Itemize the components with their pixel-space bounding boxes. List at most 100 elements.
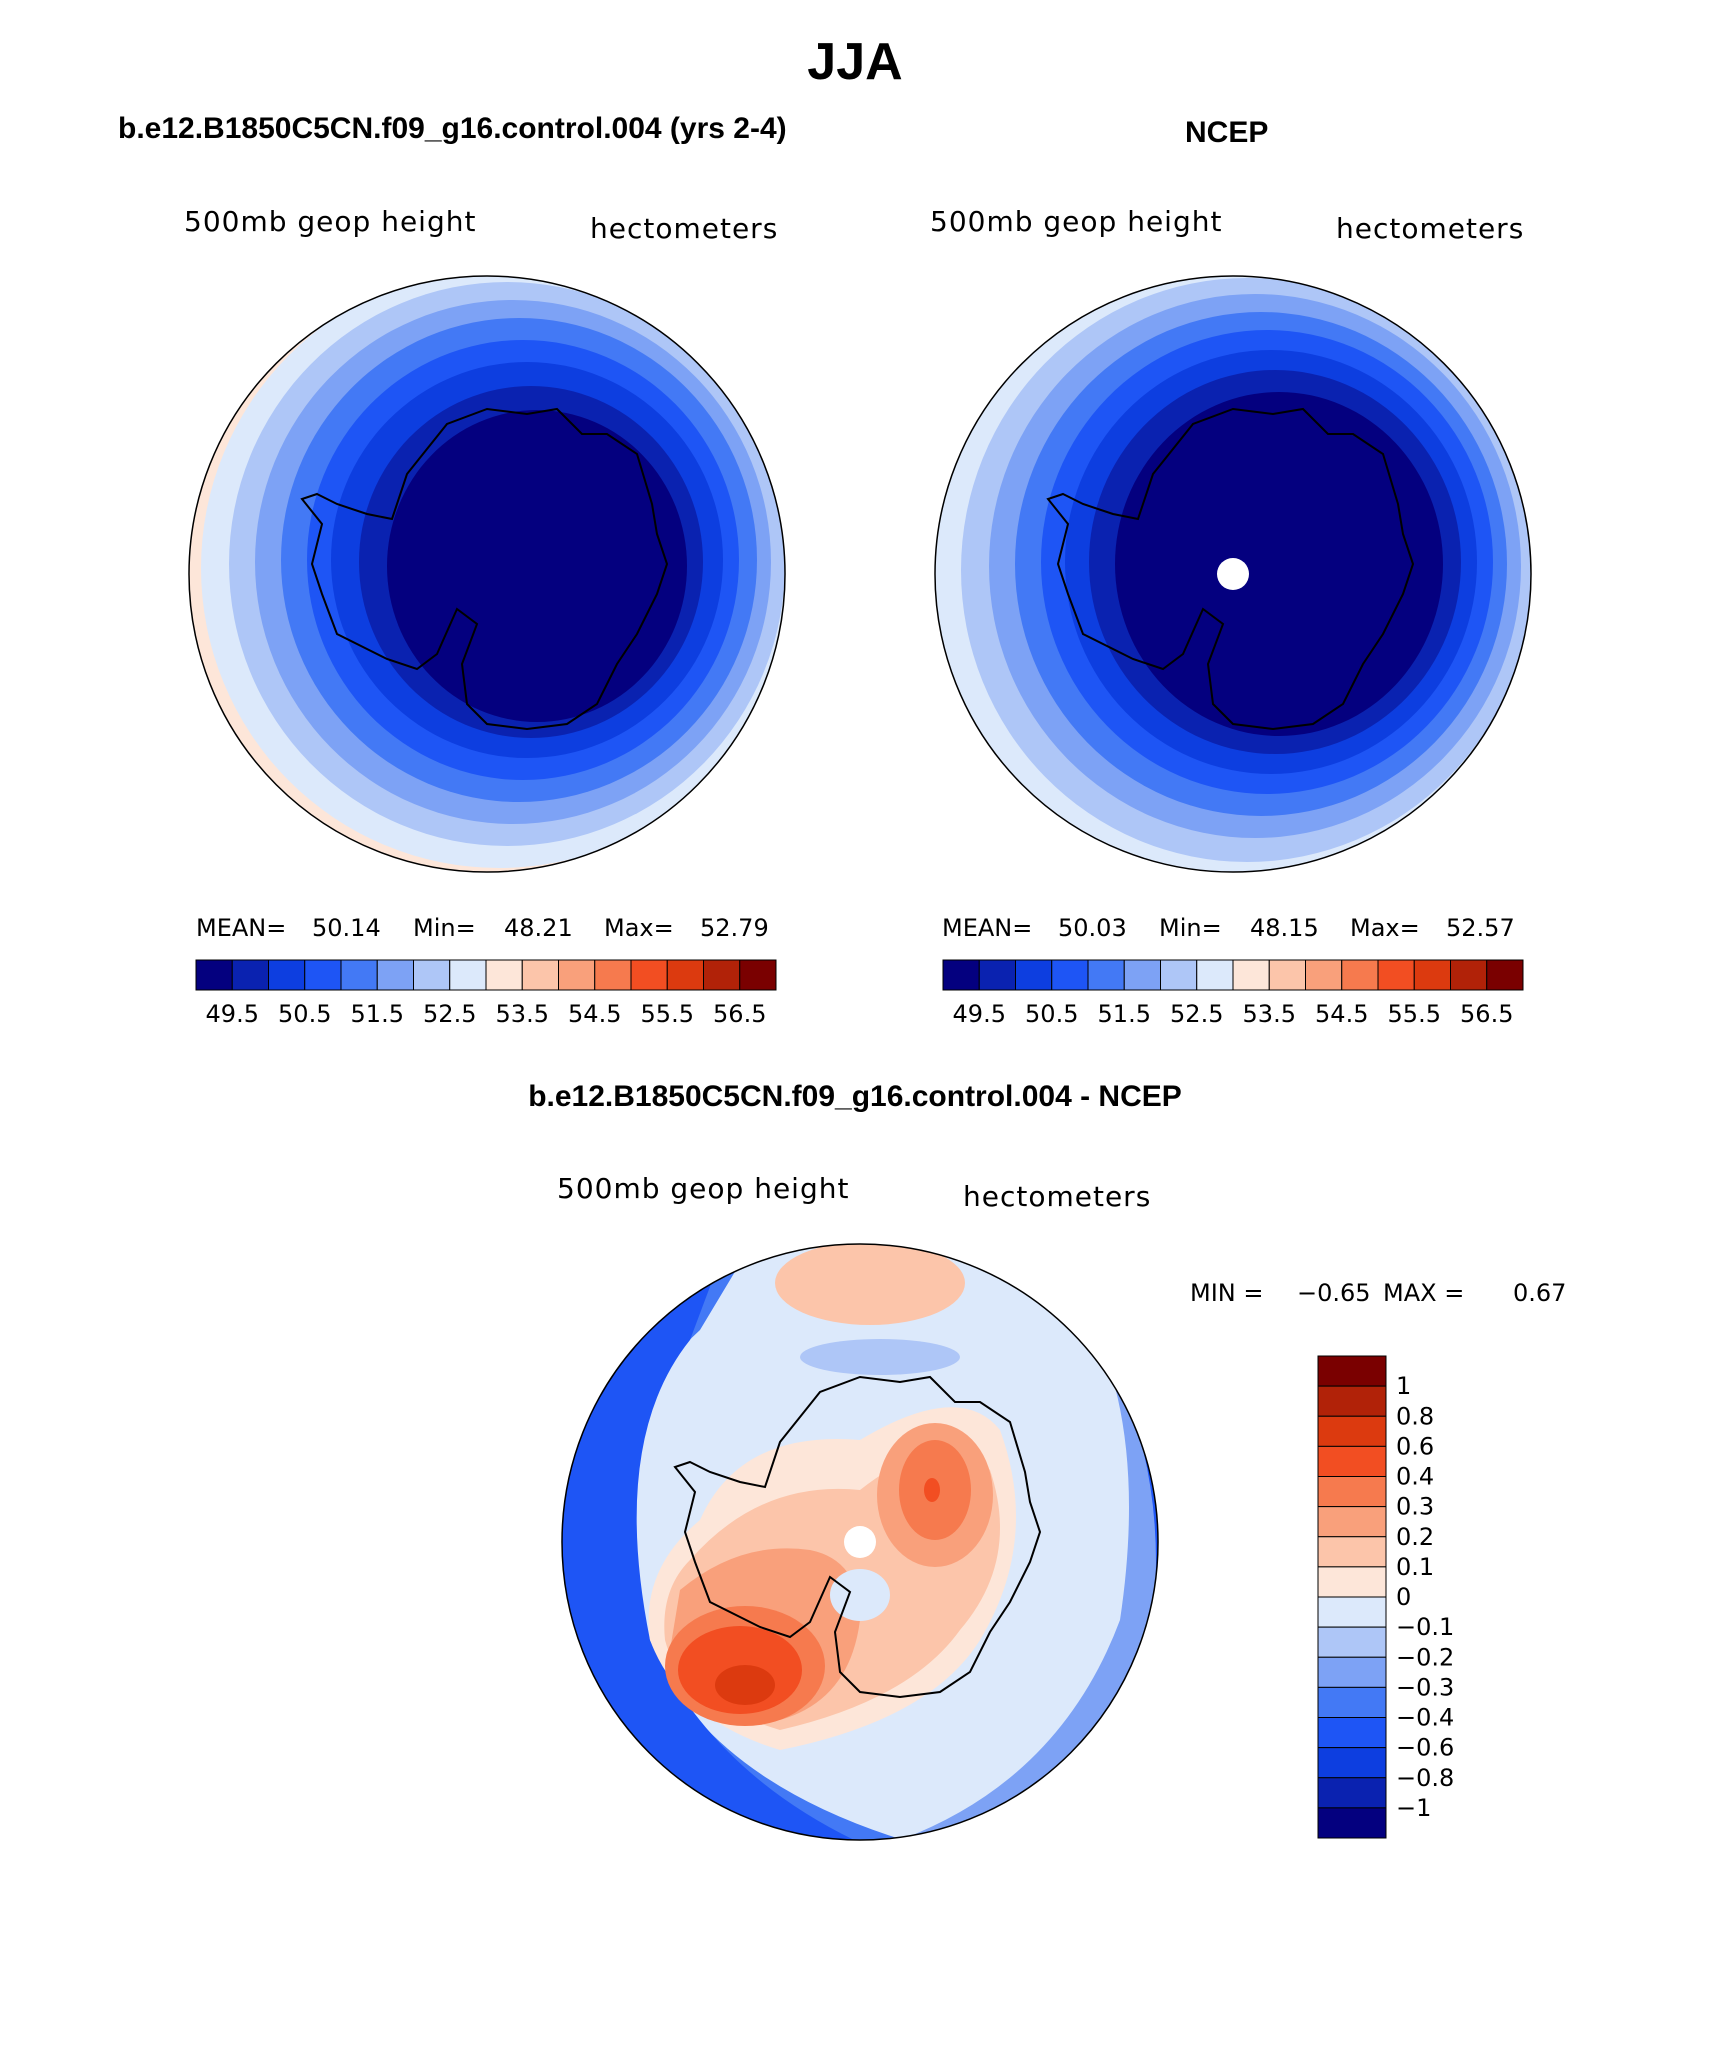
figure-title: JJA xyxy=(807,33,903,91)
panel3-title: b.e12.B1850C5CN.f09_g16.control.004 - NC… xyxy=(528,1080,1182,1113)
colorbar-swatch xyxy=(942,959,980,991)
colorbar-tick-label: 51.5 xyxy=(351,1000,404,1028)
panel2-map xyxy=(935,276,1531,872)
panel3-coastline xyxy=(673,1375,1042,1699)
contour-band xyxy=(715,1665,775,1705)
contour-band xyxy=(800,1339,960,1375)
colorbar-tick-label: 49.5 xyxy=(206,1000,259,1028)
colorbar-tick-label: 0.8 xyxy=(1396,1402,1434,1430)
colorbar-swatch xyxy=(1317,1626,1387,1658)
colorbar-swatch xyxy=(340,959,378,991)
panel2-colorbar: 49.5 50.5 51.5 52.5 53.5 54.5 55.5 56.5 xyxy=(942,959,1524,1028)
colorbar-swatch xyxy=(1317,1596,1387,1628)
colorbar-swatch xyxy=(1317,1385,1387,1417)
colorbar-tick-label: 54.5 xyxy=(1315,1000,1368,1028)
colorbar-swatch xyxy=(1317,1476,1387,1508)
colorbar-swatch xyxy=(558,959,596,991)
colorbar-swatch xyxy=(231,959,269,991)
map-border xyxy=(561,1243,1159,1841)
contour-band xyxy=(1115,392,1443,736)
colorbar-swatch xyxy=(1123,959,1161,991)
panel1-max-label: Max= xyxy=(604,914,674,942)
colorbar-tick-label: 55.5 xyxy=(1388,1000,1441,1028)
contour-band xyxy=(562,1260,900,1840)
panel3-colorbar: 10.80.6 0.40.30.20.10−0.1−0.2−0.3 −0.4−0.6… xyxy=(1317,1355,1454,1839)
colorbar-swatch xyxy=(739,959,777,991)
colorbar-tick-label: 56.5 xyxy=(1460,1000,1513,1028)
colorbar-tick-label: 0.1 xyxy=(1396,1553,1434,1581)
panel1-colorbar: 49.5 50.5 51.5 52.5 53.5 54.5 55.5 56.5 xyxy=(195,959,777,1028)
contour-band xyxy=(775,1244,965,1325)
colorbar-tick-label: −0.6 xyxy=(1396,1734,1454,1762)
panel1-coastline xyxy=(300,407,669,731)
colorbar-tick-label: 1 xyxy=(1396,1372,1411,1400)
panel3-min-label: MIN = xyxy=(1190,1279,1264,1307)
colorbar-swatch xyxy=(1317,1656,1387,1688)
colorbar-swatch xyxy=(449,959,487,991)
colorbar-swatch xyxy=(1317,1807,1387,1839)
colorbar-tick-label: −0.4 xyxy=(1396,1704,1454,1732)
panel1-map xyxy=(189,276,785,872)
panel1-mean-label: MEAN= xyxy=(196,914,287,942)
colorbar-tick-label: 0.2 xyxy=(1396,1523,1434,1551)
panel1-max-value: 52.79 xyxy=(700,914,769,942)
panel3-max-value: 0.67 xyxy=(1513,1279,1567,1307)
colorbar-swatch xyxy=(1317,1717,1387,1749)
colorbar-swatch xyxy=(1305,959,1343,991)
colorbar-tick-label: 53.5 xyxy=(1243,1000,1296,1028)
colorbar-swatch xyxy=(1160,959,1198,991)
colorbar-tick-label: −0.1 xyxy=(1396,1613,1454,1641)
colorbar-swatch xyxy=(1268,959,1306,991)
panel2-coastline xyxy=(1046,407,1415,731)
colorbar-swatch xyxy=(268,959,306,991)
colorbar-swatch xyxy=(1196,959,1234,991)
colorbar-swatch xyxy=(1232,959,1270,991)
colorbar-tick-label: 56.5 xyxy=(713,1000,766,1028)
colorbar-swatch xyxy=(1015,959,1053,991)
colorbar-swatch xyxy=(1317,1566,1387,1598)
colorbar-swatch xyxy=(1341,959,1379,991)
panel3-min-value: −0.65 xyxy=(1297,1279,1371,1307)
colorbar-swatch xyxy=(1317,1506,1387,1538)
colorbar-swatch xyxy=(485,959,523,991)
colorbar-tick-label: 54.5 xyxy=(568,1000,621,1028)
contour-band xyxy=(830,1569,890,1621)
colorbar-tick-label: 50.5 xyxy=(1025,1000,1078,1028)
colorbar-swatch xyxy=(703,959,741,991)
panel1-min-value: 48.21 xyxy=(504,914,573,942)
colorbar-swatch xyxy=(1317,1415,1387,1447)
colorbar-swatch xyxy=(630,959,668,991)
colorbar-swatch xyxy=(1486,959,1524,991)
colorbar-swatch xyxy=(1317,1777,1387,1809)
panel2-title: NCEP xyxy=(1185,116,1269,149)
colorbar-swatch xyxy=(1087,959,1125,991)
colorbar-swatch xyxy=(195,959,233,991)
panel2-min-label: Min= xyxy=(1159,914,1222,942)
pole-missing-dot xyxy=(1217,558,1249,590)
panel2-units-label: hectometers xyxy=(1336,212,1525,245)
panel1-title: b.e12.B1850C5CN.f09_g16.control.004 (yrs… xyxy=(118,112,787,145)
panel2-mean-value: 50.03 xyxy=(1058,914,1127,942)
panel1-mean-value: 50.14 xyxy=(312,914,381,942)
contour-band xyxy=(924,1478,940,1502)
panel3-max-label: MAX = xyxy=(1383,1279,1465,1307)
panel3-variable-label: 500mb geop height xyxy=(557,1172,850,1205)
colorbar-swatch xyxy=(1317,1536,1387,1568)
panel2-max-value: 52.57 xyxy=(1446,914,1515,942)
colorbar-tick-label: −0.3 xyxy=(1396,1673,1454,1701)
pole-missing-dot xyxy=(844,1526,876,1558)
map-border xyxy=(188,275,786,873)
colorbar-swatch xyxy=(1317,1747,1387,1779)
colorbar-tick-label: 0.3 xyxy=(1396,1493,1434,1521)
colorbar-swatch xyxy=(978,959,1016,991)
panel2-min-value: 48.15 xyxy=(1250,914,1319,942)
panel1-units-label: hectometers xyxy=(590,212,779,245)
colorbar-swatch xyxy=(666,959,704,991)
colorbar-tick-label: 53.5 xyxy=(496,1000,549,1028)
colorbar-tick-label: 51.5 xyxy=(1098,1000,1151,1028)
colorbar-swatch xyxy=(413,959,451,991)
colorbar-swatch xyxy=(1413,959,1451,991)
colorbar-swatch xyxy=(1051,959,1089,991)
colorbar-tick-label: 52.5 xyxy=(1170,1000,1223,1028)
colorbar-swatch xyxy=(1317,1686,1387,1718)
